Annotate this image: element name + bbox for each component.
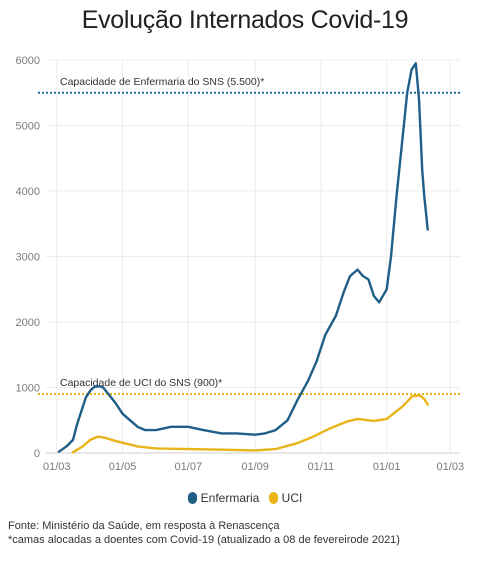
legend-label-enfermaria: Enfermaria <box>200 491 260 505</box>
y-axis-ticks: 0 1000 2000 3000 4000 5000 6000 <box>16 55 40 460</box>
reference-line-label: Capacidade de UCI do SNS (900)* <box>60 377 222 389</box>
x-tick-label: 01/11 <box>308 461 335 473</box>
chart-title: Evolução Internados Covid-19 <box>81 6 409 34</box>
legend-swatch-uci <box>268 492 278 504</box>
reference-lines: Capacidade de Enfermaria do SNS (5.500)*… <box>38 76 460 396</box>
footnote-line: *camas alocadas a doentes com Covid-19 (… <box>8 534 400 546</box>
x-tick-label: 01/03 <box>43 461 71 473</box>
gridlines <box>46 59 460 454</box>
x-tick-label: 01/09 <box>241 461 269 473</box>
reference-line-label: Capacidade de Enfermaria do SNS (5.500)* <box>60 76 264 88</box>
source-note: Fonte: Ministério da Saúde, em resposta … <box>8 519 400 547</box>
y-tick-label: 0 <box>34 448 40 460</box>
legend-swatch-enfermaria <box>187 492 197 504</box>
series-line-enfermaria <box>57 62 429 453</box>
y-tick-label: 1000 <box>16 383 40 395</box>
series-lines <box>57 62 429 454</box>
x-tick-label: 01/01 <box>373 461 401 473</box>
x-tick-label: 01/05 <box>109 461 137 473</box>
legend-label-uci: UCI <box>281 491 303 505</box>
source-line: Fonte: Ministério da Saúde, em resposta … <box>8 520 280 532</box>
legend: Enfermaria UCI <box>0 491 490 507</box>
y-tick-label: 2000 <box>16 317 40 329</box>
y-tick-label: 4000 <box>16 186 40 198</box>
x-tick-label: 01/03 <box>437 461 465 473</box>
legend-item-enfermaria[interactable]: Enfermaria <box>187 491 260 505</box>
y-tick-label: 6000 <box>16 55 40 67</box>
series-line-uci <box>71 394 429 454</box>
y-tick-label: 5000 <box>16 121 40 133</box>
x-tick-label: 01/07 <box>175 461 203 473</box>
x-axis-ticks: 01/03 01/05 01/07 01/09 01/11 01/01 01/03 <box>43 461 464 473</box>
legend-item-uci[interactable]: UCI <box>268 491 303 505</box>
y-tick-label: 3000 <box>16 252 40 264</box>
